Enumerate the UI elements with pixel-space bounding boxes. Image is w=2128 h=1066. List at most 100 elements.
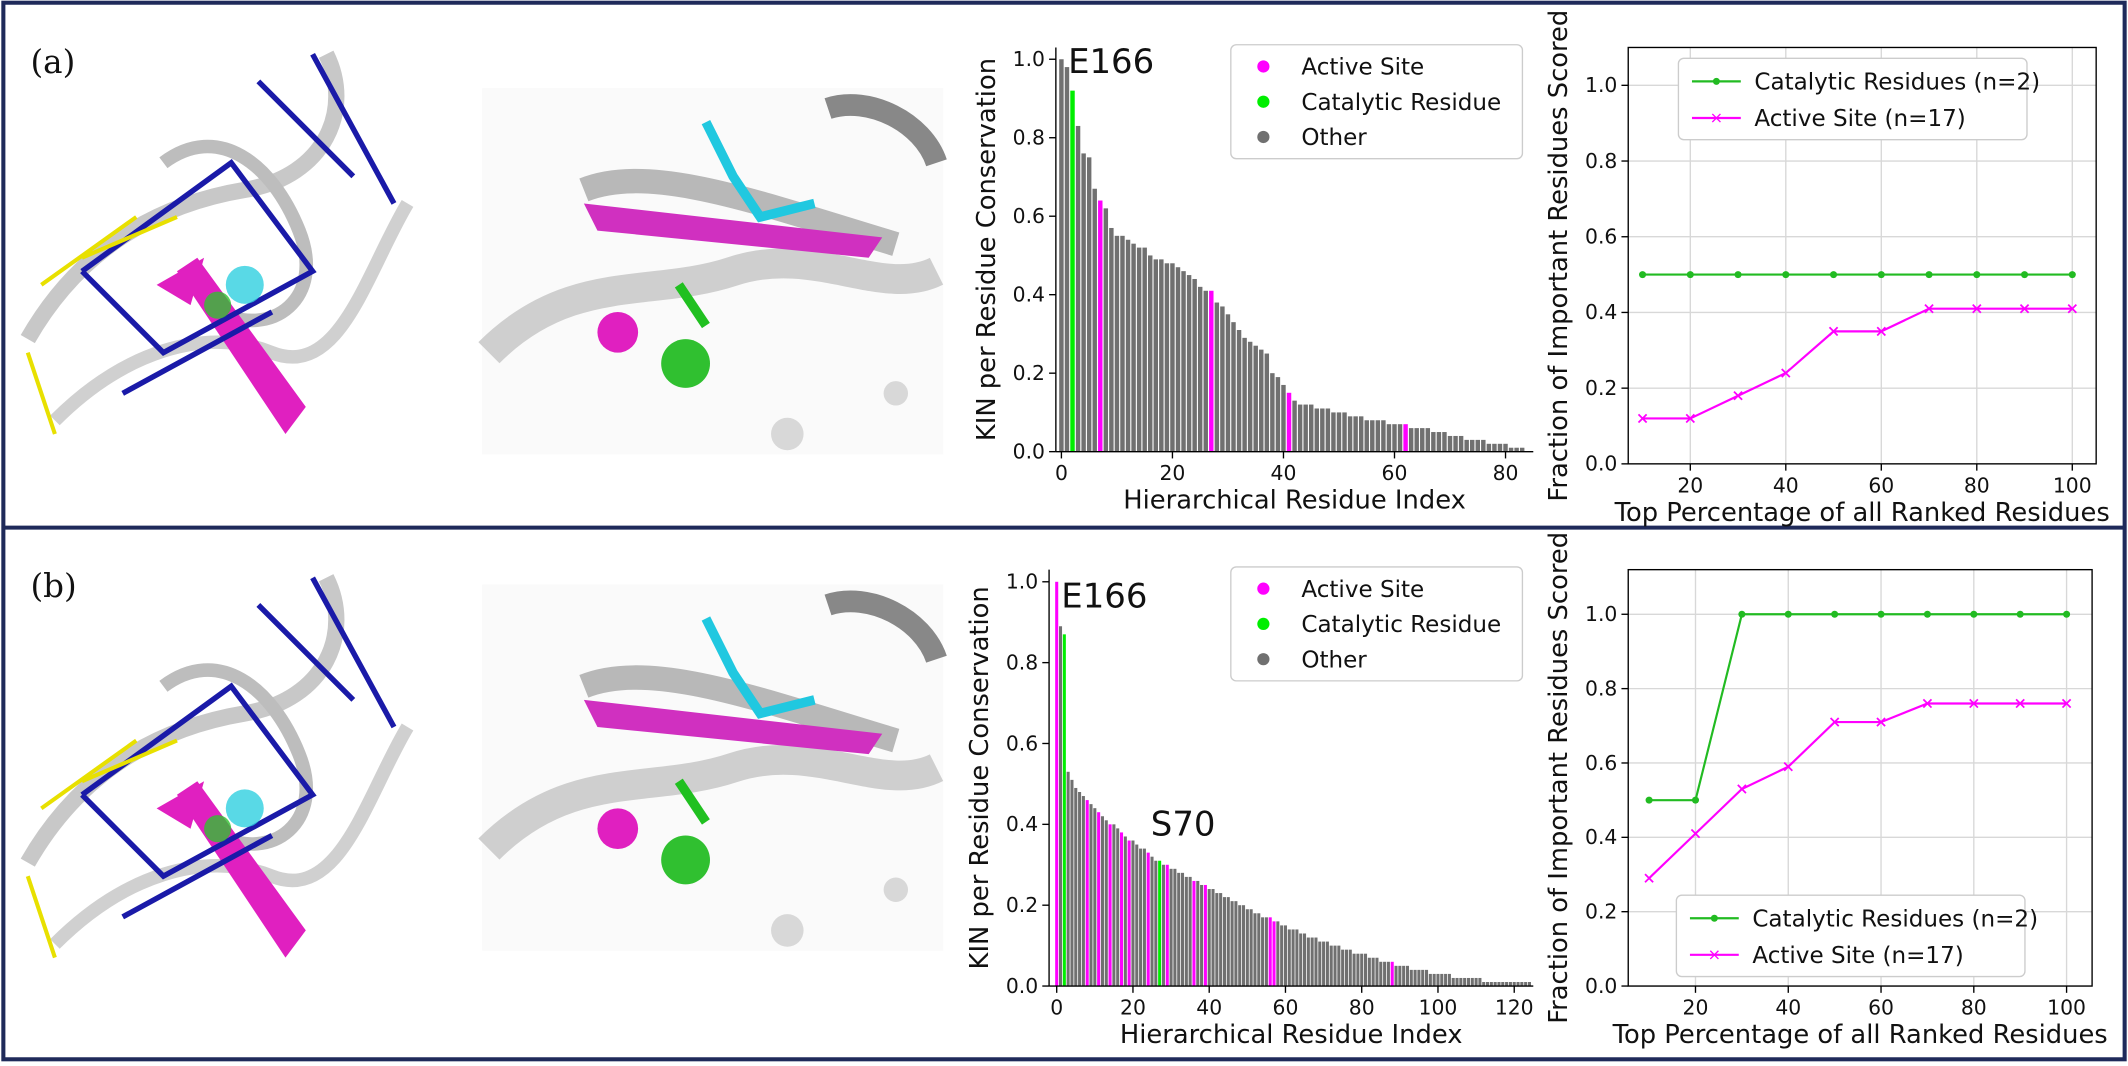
- bar: [1064, 67, 1070, 452]
- bar: [1188, 876, 1192, 987]
- bar: [1405, 965, 1409, 987]
- bar: [1249, 909, 1253, 987]
- point: [1734, 271, 1742, 279]
- protein-structure: [28, 50, 944, 957]
- y-axis-label: KIN per Residue Conservation: [965, 586, 995, 969]
- x-axis-label: Hierarchical Residue Index: [1123, 486, 1466, 516]
- bar: [1186, 275, 1192, 452]
- bar: [1466, 977, 1470, 987]
- point: [2061, 698, 2072, 709]
- bar: [1230, 901, 1234, 987]
- legend-label: Catalytic Residues (n=2): [1754, 70, 2040, 96]
- bar: [1203, 884, 1207, 987]
- point: [1639, 271, 1647, 279]
- point: [1876, 717, 1886, 727]
- bar: [1353, 416, 1358, 452]
- annotation: S70: [1151, 804, 1216, 843]
- bar: [1247, 341, 1253, 452]
- bar: [1371, 957, 1375, 987]
- y-tick-label: 1.0: [1013, 47, 1045, 71]
- legend-box: [1230, 566, 1524, 682]
- bar: [1103, 208, 1109, 452]
- y-tick-label: 0.6: [1006, 731, 1038, 755]
- bar: [1116, 828, 1120, 987]
- x-tick-label: 100: [2053, 473, 2092, 497]
- bar: [1409, 969, 1413, 987]
- bar: [1261, 917, 1265, 987]
- bar: [1231, 322, 1236, 452]
- x-tick-label: 80: [1349, 996, 1375, 1020]
- x-axis-label: Hierarchical Residue Index: [1120, 1020, 1463, 1050]
- bar: [1347, 416, 1353, 452]
- bar: [1225, 314, 1231, 452]
- bar: [1390, 961, 1394, 987]
- bar: [1169, 868, 1173, 987]
- bar: [1272, 921, 1276, 987]
- bar: [1295, 929, 1299, 987]
- bar: [1297, 404, 1303, 452]
- bar: [1508, 447, 1514, 452]
- point: [1877, 271, 1885, 279]
- bar: [1203, 290, 1208, 452]
- bar: [1447, 973, 1451, 987]
- legend-box: [1675, 894, 2026, 978]
- bar: [1153, 259, 1159, 452]
- y-tick-label: 0.4: [1013, 282, 1045, 306]
- line: [1648, 702, 2067, 880]
- bar: [1364, 420, 1369, 452]
- bar: [1398, 965, 1402, 987]
- bar: [1493, 982, 1497, 987]
- bar: [1148, 255, 1153, 452]
- bar: [1222, 897, 1226, 987]
- bar: [1150, 856, 1154, 987]
- bar: [1055, 581, 1059, 987]
- point: [1686, 271, 1694, 279]
- bar: [1264, 353, 1270, 452]
- bar: [1164, 263, 1170, 452]
- bar: [1220, 306, 1225, 452]
- bar: [1381, 420, 1386, 452]
- bar: [1508, 982, 1512, 987]
- bar: [1283, 925, 1287, 987]
- bar: [1333, 945, 1337, 987]
- y-tick-label: 0.0: [1585, 452, 1617, 476]
- bar: [1364, 953, 1368, 987]
- bar: [1142, 848, 1146, 987]
- bar: [1519, 447, 1525, 452]
- y-tick-label: 0.0: [1006, 974, 1038, 998]
- bar: [1209, 290, 1214, 452]
- x-tick-label: 60: [1273, 996, 1299, 1020]
- y-tick-label: 0.8: [1006, 650, 1038, 674]
- x-tick-label: 80: [1961, 996, 1987, 1020]
- bar: [1464, 439, 1469, 452]
- x-tick-label: 80: [1493, 461, 1519, 485]
- bar: [1397, 424, 1403, 452]
- point: [1644, 873, 1654, 883]
- bar: [1358, 416, 1364, 452]
- bar: [1447, 435, 1453, 452]
- x-tick-label: 20: [1677, 473, 1703, 497]
- point: [2019, 303, 2030, 314]
- bar: [1259, 349, 1264, 452]
- x-tick-label: 20: [1683, 996, 1709, 1020]
- bar: [1337, 945, 1341, 987]
- bar: [1120, 235, 1125, 452]
- bar: [1165, 864, 1169, 987]
- x-tick-label: 0: [1050, 996, 1063, 1020]
- bar: [1478, 977, 1482, 987]
- bar: [1475, 439, 1480, 452]
- bar: [1146, 852, 1150, 987]
- bar: [1458, 435, 1464, 452]
- bar: [1470, 977, 1474, 987]
- bar: [1245, 909, 1249, 987]
- point: [1828, 326, 1839, 337]
- y-axis-label: KIN per Residue Conservation: [972, 58, 1002, 441]
- point: [1737, 784, 1747, 794]
- y-tick-label: 0.2: [1013, 361, 1045, 385]
- bar: [1066, 771, 1070, 987]
- bar: [1309, 404, 1314, 452]
- bar: [1503, 443, 1508, 452]
- plot-frame: [1627, 46, 2097, 465]
- bar: [1451, 977, 1455, 987]
